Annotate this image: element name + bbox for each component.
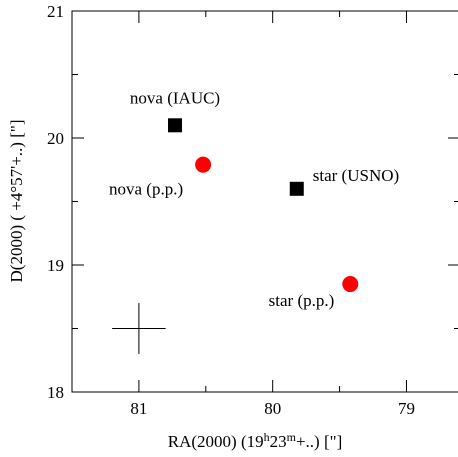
- square-marker: [168, 118, 183, 133]
- y-tick-label: 18: [47, 383, 64, 402]
- point-label: nova (p.p.): [109, 180, 183, 199]
- y-axis-label: D(2000) ( +4°57'+..) ["]: [7, 120, 26, 283]
- x-axis-label-suffix: +..) ["]: [296, 432, 342, 451]
- x-axis-label-h: h: [264, 430, 270, 444]
- y-tick-label: 21: [47, 2, 64, 21]
- point-label: star (USNO): [313, 166, 399, 185]
- point-label: nova (IAUC): [130, 88, 220, 107]
- data-marks: [112, 118, 359, 354]
- x-axis-label-m: m: [287, 430, 297, 444]
- x-tick-label: 79: [398, 399, 415, 418]
- annotations: nova (IAUC) star (USNO) nova (p.p.) star (p…: [109, 88, 399, 310]
- x-axis-label-prefix: RA(2000) (19: [168, 432, 264, 451]
- square-marker: [289, 181, 304, 196]
- tick-labels: 81 80 79 18 19 20 21: [47, 2, 415, 418]
- y-tick-label: 19: [47, 256, 64, 275]
- ticks: [71, 10, 458, 393]
- plot-frame: [71, 10, 458, 393]
- x-axis-label-mid: 23: [270, 432, 287, 451]
- point-label: star (p.p.): [269, 291, 335, 310]
- x-tick-label: 81: [130, 399, 147, 418]
- x-axis-label: RA(2000) (19h23m+..) ["]: [168, 430, 342, 451]
- x-tick-label: 80: [264, 399, 281, 418]
- circle-marker: [195, 156, 212, 173]
- y-tick-label: 20: [47, 129, 64, 148]
- circle-marker: [342, 276, 359, 293]
